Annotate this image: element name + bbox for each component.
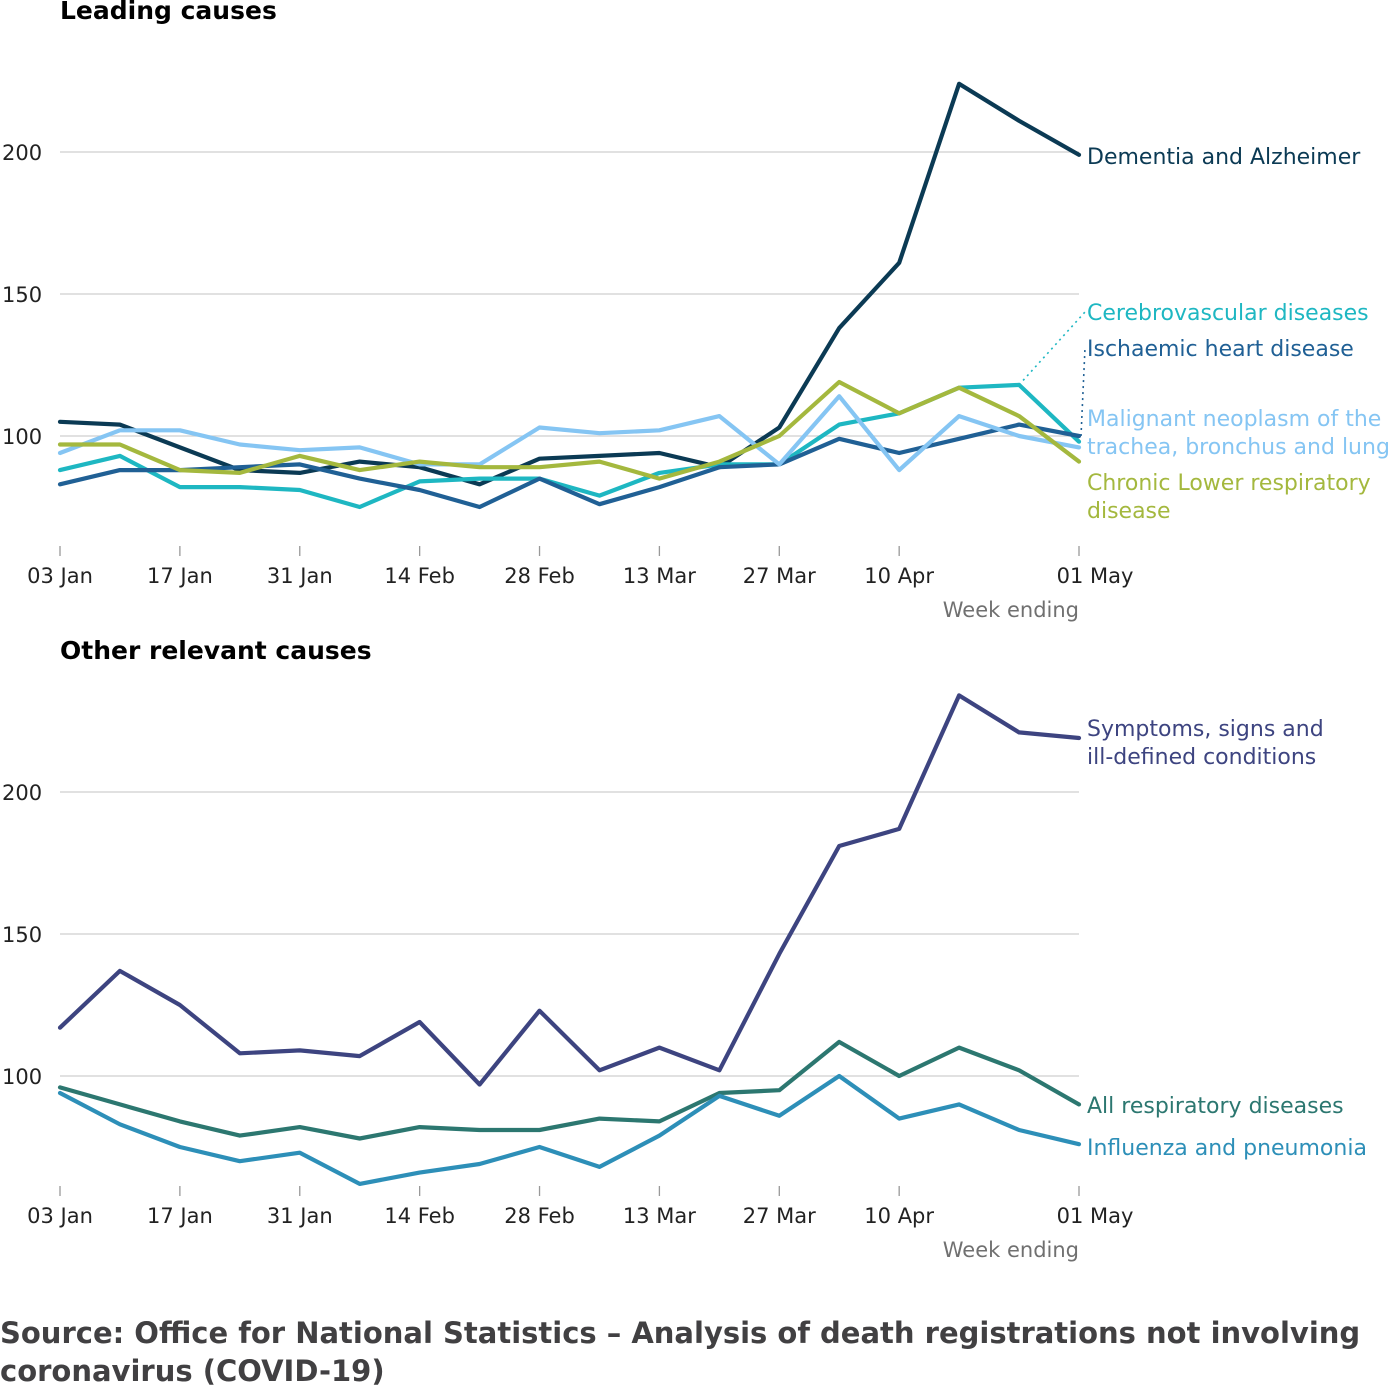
- x-tick-label: 17 Jan: [147, 564, 213, 588]
- x-axis-title: Week ending: [943, 1238, 1079, 1262]
- y-tick-label: 200: [2, 141, 42, 165]
- series-label: Dementia and Alzheimer: [1087, 145, 1361, 170]
- y-tick-label: 150: [2, 923, 42, 947]
- leader-line: [1080, 347, 1086, 437]
- series-label: Ischaemic heart disease: [1087, 337, 1354, 362]
- y-tick-label: 150: [2, 283, 42, 307]
- series-line: [57, 379, 1082, 481]
- x-tick-label: 10 Apr: [864, 564, 934, 588]
- x-tick-label: 31 Jan: [267, 564, 333, 588]
- x-tick-label: 31 Jan: [267, 1204, 333, 1228]
- x-tick-label: 28 Feb: [504, 564, 575, 588]
- series-label-line: Malignant neoplasm of the: [1087, 407, 1381, 432]
- series-line: [57, 422, 1082, 510]
- series-line: [57, 81, 1082, 487]
- series-label-line: ill-defined conditions: [1087, 745, 1316, 770]
- chart-title-leading-causes: Leading causes: [60, 0, 277, 25]
- series-label-line: Dementia and Alzheimer: [1087, 145, 1361, 170]
- x-tick-label: 10 Apr: [864, 1204, 934, 1228]
- y-tick-label: 100: [2, 425, 42, 449]
- x-tick-label: 14 Feb: [384, 1204, 455, 1228]
- series-label-line: Chronic Lower respiratory: [1087, 471, 1371, 496]
- series-label: Cerebrovascular diseases: [1087, 301, 1369, 326]
- x-tick-label: 01 May: [1057, 1204, 1134, 1228]
- y-tick-label: 200: [2, 781, 42, 805]
- series-label-line: Ischaemic heart disease: [1087, 337, 1354, 362]
- series-line: [57, 394, 1082, 473]
- series-label: Symptoms, signs and ill-defined condition…: [1087, 717, 1324, 770]
- x-axis-title: Week ending: [943, 598, 1079, 622]
- x-tick-label: 27 Mar: [743, 1204, 816, 1228]
- source-note: Source: Office for National Statistics –…: [0, 1316, 1361, 1388]
- series-line: [57, 1039, 1082, 1141]
- leader-line: [1018, 311, 1086, 386]
- chart-panel-1: 100 150 200 03 Jan 17 Jan 31 Jan 14 Feb 28 Feb 1…: [2, 693, 1367, 1262]
- x-tick-label: 03 Jan: [27, 564, 93, 588]
- x-tick-label: 01 May: [1057, 564, 1134, 588]
- x-tick-label: 13 Mar: [623, 564, 696, 588]
- series-label: All respiratory diseases: [1087, 1094, 1344, 1119]
- x-tick-label: 27 Mar: [743, 564, 816, 588]
- x-tick-label: 28 Feb: [504, 1204, 575, 1228]
- line-charts: 100 150 200 03 Jan 17 Jan 31 Jan 14 Feb 28 Feb 1…: [2, 81, 1390, 1262]
- series-label-line: Cerebrovascular diseases: [1087, 301, 1369, 326]
- series-label-line: Symptoms, signs and: [1087, 717, 1324, 742]
- series-label: Malignant neoplasm of the trachea, bronch…: [1087, 407, 1390, 460]
- series-label-line: trachea, bronchus and lung: [1087, 435, 1390, 460]
- chart-panel-0: 100 150 200 03 Jan 17 Jan 31 Jan 14 Feb 28 Feb 1…: [2, 81, 1390, 622]
- chart-title-other-causes: Other relevant causes: [60, 636, 372, 665]
- series-line: [57, 1073, 1082, 1187]
- x-tick-label: 03 Jan: [27, 1204, 93, 1228]
- series-label-line: Influenza and pneumonia: [1087, 1136, 1367, 1161]
- y-tick-label: 100: [2, 1065, 42, 1089]
- series-line: [57, 693, 1082, 1087]
- x-tick-label: 17 Jan: [147, 1204, 213, 1228]
- x-tick-label: 14 Feb: [384, 564, 455, 588]
- x-tick-label: 13 Mar: [623, 1204, 696, 1228]
- series-label-line: disease: [1087, 499, 1171, 524]
- series-label-line: All respiratory diseases: [1087, 1094, 1344, 1119]
- series-label: Influenza and pneumonia: [1087, 1136, 1367, 1161]
- series-label: Chronic Lower respiratory disease: [1087, 471, 1371, 524]
